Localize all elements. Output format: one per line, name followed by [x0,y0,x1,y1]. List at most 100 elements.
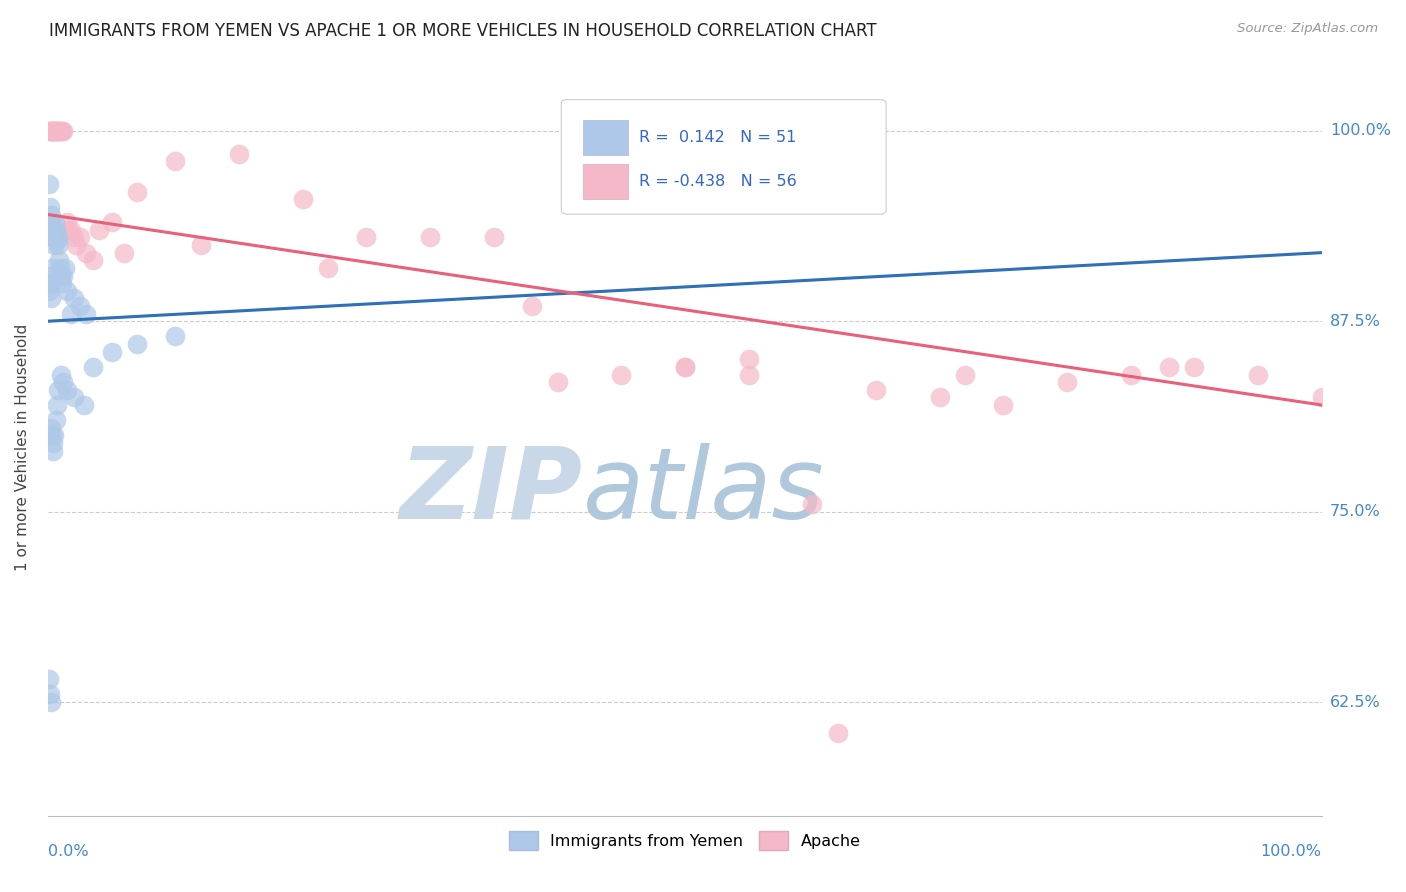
Point [1247,368,1270,382]
Point [165,154,187,169]
Point [316,260,339,275]
Point [52,268,75,283]
Point [46,230,69,244]
Text: 87.5%: 87.5% [1330,314,1381,329]
Point [673,359,696,374]
Point [610,368,633,382]
Point [39,421,62,435]
Point [953,368,976,382]
Point [44,215,66,229]
Point [39,200,62,214]
Point [75,307,97,321]
Point [38,673,60,687]
Point [165,329,187,343]
Point [228,146,250,161]
Point [62,391,84,405]
Point [190,238,212,252]
Point [993,398,1015,412]
Point [46,383,69,397]
Point [39,124,62,138]
Point [1182,359,1205,374]
Point [1119,368,1142,382]
Point [58,223,80,237]
Text: IMMIGRANTS FROM YEMEN VS APACHE 1 OR MORE VEHICLES IN HOUSEHOLD CORRELATION CHAR: IMMIGRANTS FROM YEMEN VS APACHE 1 OR MOR… [49,22,877,40]
Text: 100.0%: 100.0% [1330,123,1391,138]
Point [48,124,70,138]
Point [44,238,66,252]
Point [69,299,91,313]
Text: 62.5%: 62.5% [1330,695,1381,710]
Point [114,245,136,260]
Point [41,436,63,450]
FancyBboxPatch shape [583,120,627,155]
Point [41,124,63,138]
Point [41,124,63,138]
Point [87,223,110,237]
Point [45,223,67,237]
Point [45,413,67,427]
Point [482,230,505,244]
Point [291,192,314,206]
Point [356,230,378,244]
Point [52,375,75,389]
Point [42,124,65,138]
Point [48,253,70,268]
Point [41,428,63,442]
Point [65,238,87,252]
Point [44,428,66,442]
Point [69,230,91,244]
Point [41,230,63,244]
Point [520,299,543,313]
Point [49,368,72,382]
Point [737,352,759,367]
Point [127,185,149,199]
Point [39,291,62,305]
Point [737,368,759,382]
Point [547,375,569,389]
Point [928,391,950,405]
Point [46,124,69,138]
Point [41,223,63,237]
Point [419,230,441,244]
Point [46,124,69,138]
FancyBboxPatch shape [583,164,627,200]
Point [59,223,82,237]
Text: Source: ZipAtlas.com: Source: ZipAtlas.com [1237,22,1378,36]
Point [1056,375,1078,389]
Text: ZIP: ZIP [399,442,583,540]
Point [42,443,65,458]
Point [46,234,69,248]
Point [1310,391,1333,405]
Point [51,276,73,290]
Point [49,124,72,138]
Point [100,215,122,229]
Point [62,291,84,305]
Point [59,307,82,321]
Text: 75.0%: 75.0% [1330,504,1381,519]
Point [41,260,63,275]
Point [127,337,149,351]
Point [865,383,887,397]
Point [52,124,75,138]
Point [39,688,62,702]
Point [38,284,60,298]
Point [46,238,69,252]
Point [38,124,60,138]
Point [45,227,67,242]
Point [51,124,73,138]
Text: 0.0%: 0.0% [48,844,89,859]
Point [82,253,104,268]
Text: R = -0.438   N = 56: R = -0.438 N = 56 [638,174,797,189]
Point [39,695,62,709]
Point [100,344,122,359]
FancyBboxPatch shape [561,100,886,214]
Point [48,260,70,275]
Point [73,398,96,412]
Text: 100.0%: 100.0% [1261,844,1322,859]
Point [62,230,84,244]
Point [38,276,60,290]
Point [39,268,62,283]
Point [42,230,65,244]
Point [49,268,72,283]
Point [56,215,79,229]
